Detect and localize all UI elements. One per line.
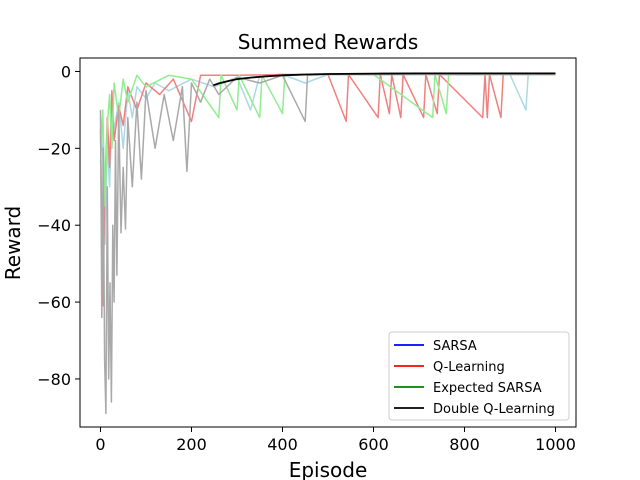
legend-label: Double Q-Learning	[433, 402, 555, 417]
x-tick-label: 1000	[535, 435, 576, 454]
x-tick-label: 0	[95, 435, 105, 454]
y-tick-label: −40	[37, 216, 71, 235]
x-tick-label: 800	[449, 435, 480, 454]
x-tick-label: 600	[358, 435, 389, 454]
plot-area	[99, 72, 556, 415]
legend-label: Q-Learning	[433, 360, 505, 375]
legend-label: SARSA	[433, 339, 477, 354]
x-tick-label: 400	[267, 435, 298, 454]
x-axis-label: Episode	[289, 458, 368, 480]
chart-title: Summed Rewards	[238, 30, 419, 54]
x-axis: 0 200 400 600 800 1000	[95, 427, 576, 454]
axes-frame	[79, 57, 577, 428]
legend: SARSA Q-Learning Expected SARSA Double Q-Le…	[388, 331, 570, 421]
series-line-expected-sarsa	[99, 73, 556, 207]
x-tick-label: 200	[176, 435, 207, 454]
series-line-q-learning	[99, 73, 556, 307]
legend-label: Expected SARSA	[433, 381, 542, 396]
y-tick-label: −80	[37, 370, 71, 389]
y-axis-label: Reward	[1, 206, 25, 280]
legend-box	[388, 331, 570, 421]
y-axis: 0 −20 −40 −60 −80	[37, 62, 80, 389]
y-tick-label: 0	[61, 62, 71, 81]
y-tick-label: −60	[37, 293, 71, 312]
y-tick-label: −20	[37, 139, 71, 158]
series-line-double-q-learning-smoothed	[213, 72, 556, 87]
